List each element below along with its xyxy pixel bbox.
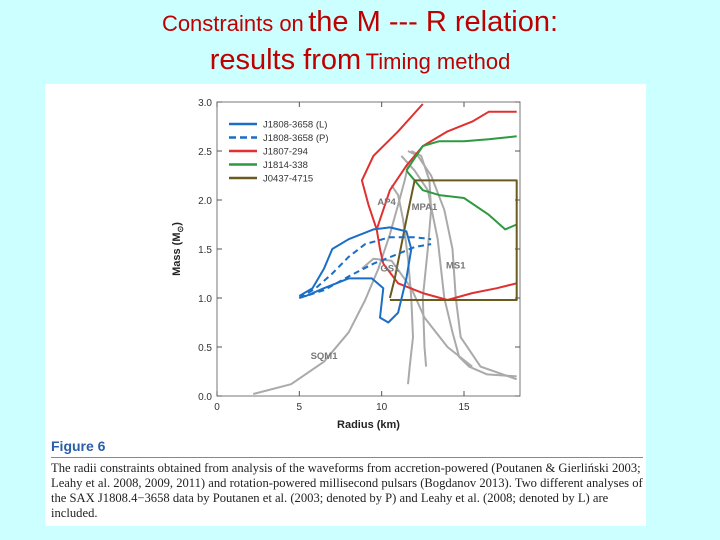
eos-label-mpa1: MPA1	[412, 202, 438, 213]
eos-curve-sqm1	[252, 165, 409, 395]
eos-curve-mpa1	[410, 150, 433, 367]
legend-entry: J1807-294	[263, 147, 308, 158]
y-axis-label: Mass (M⊙)	[171, 222, 185, 276]
figure-caption-block: Figure 6 The radii constraints obtained …	[51, 438, 643, 521]
series-line-j1814-338-4	[405, 169, 518, 231]
figure-label: Figure 6	[51, 438, 106, 454]
figure-caption: The radii constraints obtained from anal…	[51, 461, 643, 520]
eos-label-gs1: GS1	[380, 264, 400, 275]
title-part-1: Constraints on	[161, 11, 304, 36]
x-axis-label: Radius (km)	[337, 419, 400, 431]
slide-title-line-1: Constraints on the M --- R relation:	[0, 6, 720, 39]
title-part-3: results from	[209, 44, 362, 76]
series-line-j1807-294-0	[375, 110, 517, 264]
y-tick-label: 2.0	[198, 196, 212, 207]
y-tick-label: 1.5	[198, 245, 212, 256]
legend-entry: J1814-338	[263, 160, 308, 171]
figure-panel: 0.0 0.5 1.0 1.5 2.0 2.5 3.0 0 5 10 15 Radius (km) Ma…	[45, 84, 646, 526]
slide-title-line-2: results from Timing method	[0, 44, 720, 77]
series-line-j1808-3658-p--8	[298, 243, 432, 299]
y-tick-label: 1.0	[198, 294, 212, 305]
caption-divider	[51, 457, 643, 458]
eos-curve-outer	[400, 155, 517, 378]
series-line-j1808-3658-l--6	[298, 226, 413, 324]
eos-label-ms1: MS1	[446, 261, 466, 272]
legend-entry: J1808-3658 (L)	[263, 120, 327, 131]
title-part-2: the M --- R relation:	[308, 6, 559, 38]
series-line-j0437-4715-5	[388, 179, 518, 301]
series-line-j1807-294-2	[360, 103, 424, 230]
y-tick-label: 2.5	[198, 147, 212, 158]
title-part-4: Timing method	[365, 49, 511, 74]
legend-entry: J1808-3658 (P)	[263, 133, 328, 144]
y-tick-label: 0.5	[198, 343, 212, 354]
x-tick-label: 10	[376, 402, 388, 413]
eos-curve-gs1	[361, 257, 473, 368]
eos-label-ap4: AP4	[377, 197, 396, 208]
series-line-j1808-3658-p--7	[298, 236, 432, 299]
x-tick-label: 5	[297, 402, 303, 413]
x-tick-label: 15	[458, 402, 470, 413]
x-tick-label: 0	[214, 402, 220, 413]
y-tick-label: 0.0	[198, 392, 212, 403]
eos-curve-ms1	[407, 150, 518, 381]
y-tick-label: 3.0	[198, 98, 212, 109]
mass-radius-chart: 0.0 0.5 1.0 1.5 2.0 2.5 3.0 0 5 10 15 Radius (km) Ma…	[171, 98, 521, 431]
series-line-j1814-338-3	[405, 135, 517, 172]
legend-entry: J0437-4715	[263, 174, 313, 185]
eos-label-sqm1: SQM1	[311, 351, 339, 362]
